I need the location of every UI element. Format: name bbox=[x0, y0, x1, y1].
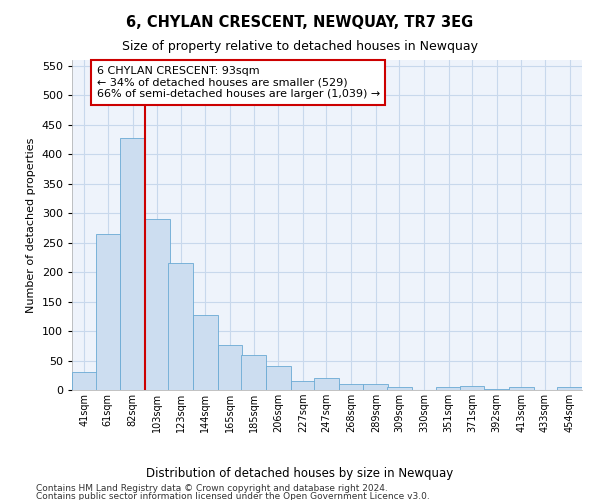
Text: Distribution of detached houses by size in Newquay: Distribution of detached houses by size … bbox=[146, 468, 454, 480]
Bar bbox=[290, 381, 315, 390]
Bar bbox=[145, 218, 170, 390]
Bar bbox=[193, 314, 218, 390]
Text: Size of property relative to detached houses in Newquay: Size of property relative to detached ho… bbox=[122, 40, 478, 53]
Text: 6, CHYLAN CRESCENT, NEWQUAY, TR7 3EG: 6, CHYLAN CRESCENT, NEWQUAY, TR7 3EG bbox=[127, 15, 473, 30]
Bar bbox=[557, 387, 582, 390]
Bar bbox=[484, 389, 509, 390]
Bar bbox=[169, 264, 193, 390]
Y-axis label: Number of detached properties: Number of detached properties bbox=[26, 138, 36, 312]
Text: Contains public sector information licensed under the Open Government Licence v3: Contains public sector information licen… bbox=[36, 492, 430, 500]
Bar bbox=[72, 372, 97, 390]
Bar bbox=[241, 354, 266, 390]
Bar bbox=[460, 386, 484, 390]
Bar bbox=[218, 345, 242, 390]
Bar bbox=[95, 234, 120, 390]
Bar bbox=[339, 384, 364, 390]
Text: Contains HM Land Registry data © Crown copyright and database right 2024.: Contains HM Land Registry data © Crown c… bbox=[36, 484, 388, 493]
Bar bbox=[364, 384, 388, 390]
Bar bbox=[509, 387, 534, 390]
Bar bbox=[436, 387, 461, 390]
Text: 6 CHYLAN CRESCENT: 93sqm
← 34% of detached houses are smaller (529)
66% of semi-: 6 CHYLAN CRESCENT: 93sqm ← 34% of detach… bbox=[97, 66, 380, 99]
Bar bbox=[314, 378, 339, 390]
Bar bbox=[387, 387, 412, 390]
Bar bbox=[266, 366, 290, 390]
Bar bbox=[120, 138, 145, 390]
